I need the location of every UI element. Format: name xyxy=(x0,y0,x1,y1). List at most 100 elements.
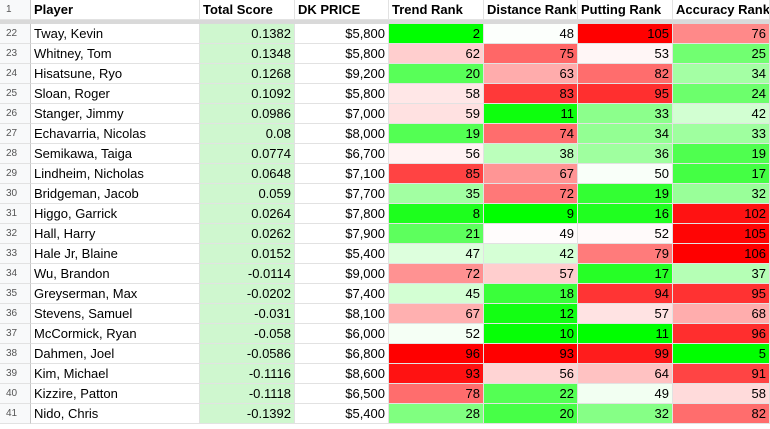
row-number-header[interactable]: 1 xyxy=(0,0,31,20)
cell-putting-rank[interactable]: 17 xyxy=(578,264,673,284)
cell-accuracy-rank[interactable]: 19 xyxy=(673,144,770,164)
cell-trend-rank[interactable]: 19 xyxy=(389,124,484,144)
cell-accuracy-rank[interactable]: 105 xyxy=(673,224,770,244)
cell-total-score[interactable]: -0.0202 xyxy=(200,284,295,304)
cell-trend-rank[interactable]: 8 xyxy=(389,204,484,224)
cell-distance-rank[interactable]: 93 xyxy=(484,344,578,364)
cell-dk-price[interactable]: $7,000 xyxy=(295,104,389,124)
row-number[interactable]: 41 xyxy=(0,404,31,424)
cell-player[interactable]: Greyserman, Max xyxy=(31,284,200,304)
cell-accuracy-rank[interactable]: 34 xyxy=(673,64,770,84)
cell-player[interactable]: Semikawa, Taiga xyxy=(31,144,200,164)
cell-putting-rank[interactable]: 52 xyxy=(578,224,673,244)
cell-total-score[interactable]: -0.058 xyxy=(200,324,295,344)
row-number[interactable]: 24 xyxy=(0,64,31,84)
cell-distance-rank[interactable]: 18 xyxy=(484,284,578,304)
cell-total-score[interactable]: 0.0262 xyxy=(200,224,295,244)
cell-dk-price[interactable]: $8,100 xyxy=(295,304,389,324)
cell-trend-rank[interactable]: 28 xyxy=(389,404,484,424)
cell-accuracy-rank[interactable]: 24 xyxy=(673,84,770,104)
row-number[interactable]: 25 xyxy=(0,84,31,104)
cell-dk-price[interactable]: $9,000 xyxy=(295,264,389,284)
cell-total-score[interactable]: 0.059 xyxy=(200,184,295,204)
cell-player[interactable]: Hisatsune, Ryo xyxy=(31,64,200,84)
cell-player[interactable]: Kim, Michael xyxy=(31,364,200,384)
cell-putting-rank[interactable]: 32 xyxy=(578,404,673,424)
cell-player[interactable]: Dahmen, Joel xyxy=(31,344,200,364)
row-number[interactable]: 37 xyxy=(0,324,31,344)
column-header-trend-rank[interactable]: Trend Rank xyxy=(389,0,484,20)
cell-player[interactable]: McCormick, Ryan xyxy=(31,324,200,344)
cell-total-score[interactable]: 0.1382 xyxy=(200,24,295,44)
cell-putting-rank[interactable]: 49 xyxy=(578,384,673,404)
row-number[interactable]: 35 xyxy=(0,284,31,304)
column-header-dk-price[interactable]: DK PRICE xyxy=(295,0,389,20)
cell-distance-rank[interactable]: 22 xyxy=(484,384,578,404)
cell-putting-rank[interactable]: 79 xyxy=(578,244,673,264)
cell-distance-rank[interactable]: 12 xyxy=(484,304,578,324)
cell-dk-price[interactable]: $7,400 xyxy=(295,284,389,304)
row-number[interactable]: 30 xyxy=(0,184,31,204)
cell-player[interactable]: Tway, Kevin xyxy=(31,24,200,44)
cell-putting-rank[interactable]: 57 xyxy=(578,304,673,324)
row-number[interactable]: 39 xyxy=(0,364,31,384)
cell-accuracy-rank[interactable]: 82 xyxy=(673,404,770,424)
cell-total-score[interactable]: 0.0264 xyxy=(200,204,295,224)
cell-putting-rank[interactable]: 95 xyxy=(578,84,673,104)
row-number[interactable]: 22 xyxy=(0,24,31,44)
cell-dk-price[interactable]: $7,800 xyxy=(295,204,389,224)
cell-trend-rank[interactable]: 35 xyxy=(389,184,484,204)
cell-distance-rank[interactable]: 49 xyxy=(484,224,578,244)
cell-player[interactable]: Bridgeman, Jacob xyxy=(31,184,200,204)
cell-putting-rank[interactable]: 53 xyxy=(578,44,673,64)
cell-accuracy-rank[interactable]: 5 xyxy=(673,344,770,364)
cell-distance-rank[interactable]: 11 xyxy=(484,104,578,124)
cell-total-score[interactable]: -0.031 xyxy=(200,304,295,324)
cell-distance-rank[interactable]: 42 xyxy=(484,244,578,264)
cell-dk-price[interactable]: $8,000 xyxy=(295,124,389,144)
cell-distance-rank[interactable]: 10 xyxy=(484,324,578,344)
cell-trend-rank[interactable]: 47 xyxy=(389,244,484,264)
cell-trend-rank[interactable]: 67 xyxy=(389,304,484,324)
cell-total-score[interactable]: 0.0648 xyxy=(200,164,295,184)
cell-putting-rank[interactable]: 11 xyxy=(578,324,673,344)
row-number[interactable]: 23 xyxy=(0,44,31,64)
cell-total-score[interactable]: -0.0586 xyxy=(200,344,295,364)
cell-dk-price[interactable]: $8,600 xyxy=(295,364,389,384)
row-number[interactable]: 26 xyxy=(0,104,31,124)
row-number[interactable]: 36 xyxy=(0,304,31,324)
cell-player[interactable]: Nido, Chris xyxy=(31,404,200,424)
cell-accuracy-rank[interactable]: 25 xyxy=(673,44,770,64)
cell-putting-rank[interactable]: 33 xyxy=(578,104,673,124)
cell-trend-rank[interactable]: 59 xyxy=(389,104,484,124)
cell-trend-rank[interactable]: 78 xyxy=(389,384,484,404)
cell-accuracy-rank[interactable]: 58 xyxy=(673,384,770,404)
cell-player[interactable]: Lindheim, Nicholas xyxy=(31,164,200,184)
cell-dk-price[interactable]: $6,500 xyxy=(295,384,389,404)
column-header-player[interactable]: Player xyxy=(31,0,200,20)
cell-total-score[interactable]: -0.1392 xyxy=(200,404,295,424)
cell-accuracy-rank[interactable]: 91 xyxy=(673,364,770,384)
cell-distance-rank[interactable]: 72 xyxy=(484,184,578,204)
cell-dk-price[interactable]: $6,800 xyxy=(295,344,389,364)
cell-distance-rank[interactable]: 83 xyxy=(484,84,578,104)
cell-total-score[interactable]: 0.1092 xyxy=(200,84,295,104)
cell-trend-rank[interactable]: 72 xyxy=(389,264,484,284)
cell-putting-rank[interactable]: 36 xyxy=(578,144,673,164)
cell-distance-rank[interactable]: 63 xyxy=(484,64,578,84)
row-number[interactable]: 38 xyxy=(0,344,31,364)
column-header-putting-rank[interactable]: Putting Rank xyxy=(578,0,673,20)
cell-trend-rank[interactable]: 52 xyxy=(389,324,484,344)
cell-distance-rank[interactable]: 38 xyxy=(484,144,578,164)
cell-accuracy-rank[interactable]: 96 xyxy=(673,324,770,344)
cell-accuracy-rank[interactable]: 68 xyxy=(673,304,770,324)
cell-accuracy-rank[interactable]: 42 xyxy=(673,104,770,124)
cell-accuracy-rank[interactable]: 32 xyxy=(673,184,770,204)
cell-dk-price[interactable]: $7,900 xyxy=(295,224,389,244)
cell-dk-price[interactable]: $5,800 xyxy=(295,24,389,44)
row-number[interactable]: 28 xyxy=(0,144,31,164)
cell-player[interactable]: Stanger, Jimmy xyxy=(31,104,200,124)
cell-putting-rank[interactable]: 105 xyxy=(578,24,673,44)
cell-total-score[interactable]: 0.0986 xyxy=(200,104,295,124)
row-number[interactable]: 27 xyxy=(0,124,31,144)
